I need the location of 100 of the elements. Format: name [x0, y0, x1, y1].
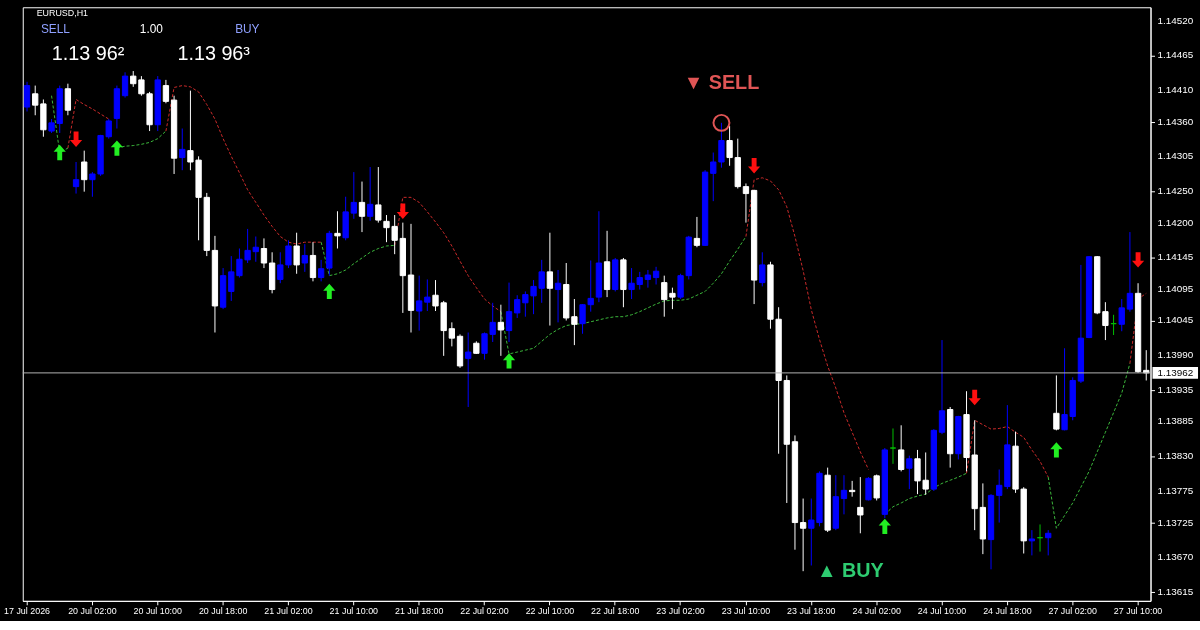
- annotation: 1.13 96³: [177, 41, 251, 64]
- y-tick-label: 1.13615: [1157, 585, 1194, 597]
- x-tick-label: 17 Jul 2026: [4, 606, 51, 617]
- x-tick-label: 22 Jul 10:00: [525, 606, 575, 617]
- candlestick: [81, 150, 88, 193]
- ref-line-label: 1.13962: [1157, 366, 1194, 378]
- point: [747, 158, 761, 174]
- x-tick-label: 21 Jul 18:00: [394, 606, 444, 617]
- candlestick: [309, 241, 317, 282]
- candlestick: [260, 237, 268, 269]
- annotation: 1.13 96²: [51, 41, 125, 64]
- candlestick: [179, 128, 186, 171]
- point: [1050, 442, 1063, 458]
- candlestick: [693, 216, 701, 248]
- y-tick-label: 1.13990: [1157, 349, 1194, 361]
- candlestick: [1045, 529, 1052, 556]
- candlestick: [416, 275, 423, 332]
- candlestick: [121, 71, 129, 99]
- x-tick-label: 24 Jul 10:00: [917, 606, 967, 617]
- candlestick: [358, 181, 366, 233]
- point: [53, 144, 66, 161]
- chart-title: EURUSD,H1: [36, 8, 89, 19]
- point: [69, 131, 83, 147]
- y-tick-label: 1.14145: [1157, 251, 1194, 263]
- point: [323, 283, 336, 300]
- candlestick: [799, 498, 807, 572]
- candlestick: [898, 424, 905, 472]
- candlestick: [448, 321, 456, 347]
- candlestick: [72, 161, 80, 195]
- candlestick: [1028, 529, 1036, 556]
- candlestick: [889, 427, 897, 465]
- candlestick: [759, 251, 766, 287]
- x-tick-label: 22 Jul 18:00: [591, 606, 640, 617]
- candlestick: [367, 166, 374, 222]
- candlestick: [162, 79, 170, 104]
- candlestick: [906, 455, 913, 490]
- candlestick: [375, 166, 382, 224]
- candlestick: [293, 232, 300, 275]
- x-tick-label: 27 Jul 10:00: [1113, 606, 1163, 617]
- annotation: ▲ BUY: [816, 559, 884, 582]
- y-tick-label: 1.13670: [1157, 551, 1194, 563]
- candlestick: [505, 282, 513, 343]
- annotation: BUY: [235, 22, 260, 37]
- y-tick-label: 1.14045: [1157, 314, 1194, 326]
- x-tick-label: 21 Jul 02:00: [264, 606, 313, 617]
- annotation: 1.00: [139, 22, 164, 37]
- y-tick-label: 1.14360: [1157, 115, 1194, 127]
- candlestick: [1118, 298, 1125, 332]
- x-tick-label: 27 Jul 02:00: [1048, 606, 1097, 617]
- candlestick: [652, 266, 660, 285]
- candlestick: [64, 83, 72, 116]
- x-tick-label: 23 Jul 02:00: [656, 606, 705, 617]
- y-tick-label: 1.14410: [1157, 83, 1194, 95]
- candlestick: [1053, 374, 1060, 431]
- y-tick-label: 1.14305: [1157, 150, 1194, 162]
- point: [968, 389, 981, 406]
- point: [396, 203, 409, 219]
- x-tick-label: 24 Jul 02:00: [852, 606, 901, 617]
- candlestick: [546, 232, 554, 327]
- y-tick-label: 1.13885: [1157, 415, 1194, 427]
- candlestick: [23, 81, 31, 112]
- candlestick: [497, 304, 505, 357]
- point: [110, 140, 124, 156]
- annotation: SELL: [40, 22, 71, 37]
- x-tick-label: 24 Jul 18:00: [983, 606, 1032, 617]
- candlestick: [334, 210, 341, 249]
- candlestick: [424, 278, 431, 312]
- candlestick: [301, 243, 308, 273]
- point: [502, 353, 516, 369]
- candlestick: [848, 480, 856, 498]
- y-tick-label: 1.14095: [1157, 282, 1194, 294]
- point: [878, 518, 891, 535]
- candlestick: [742, 182, 750, 224]
- candlestick: [1126, 231, 1134, 313]
- x-tick-label: 20 Jul 10:00: [133, 606, 183, 617]
- candlestick: [465, 331, 472, 408]
- x-tick-label: 20 Jul 18:00: [198, 606, 248, 617]
- x-tick-label: 22 Jul 02:00: [460, 606, 509, 617]
- candlestick: [857, 476, 864, 534]
- y-tick-label: 1.14200: [1157, 216, 1194, 228]
- annotation: ▼ SELL: [683, 71, 760, 94]
- candlestick: [317, 259, 325, 282]
- point: [1131, 252, 1145, 268]
- y-tick-label: 1.13935: [1157, 383, 1194, 395]
- x-tick-label: 21 Jul 10:00: [329, 606, 379, 617]
- x-tick-label: 23 Jul 10:00: [721, 606, 771, 617]
- x-tick-label: 20 Jul 02:00: [68, 606, 117, 617]
- candlestick: [350, 171, 357, 220]
- candlestick: [554, 269, 562, 323]
- y-tick-label: 1.14465: [1157, 49, 1194, 61]
- y-tick-label: 1.14250: [1157, 185, 1194, 197]
- candlestick: [938, 339, 946, 435]
- y-tick-label: 1.13725: [1157, 516, 1194, 528]
- x-tick-label: 23 Jul 18:00: [787, 606, 836, 617]
- y-tick-label: 1.13775: [1157, 484, 1194, 496]
- candlestick: [840, 474, 848, 515]
- candlestick: [873, 474, 880, 501]
- y-tick-label: 1.14520: [1157, 14, 1194, 26]
- candlestick: [644, 269, 652, 289]
- y-tick-label: 1.13830: [1157, 450, 1194, 462]
